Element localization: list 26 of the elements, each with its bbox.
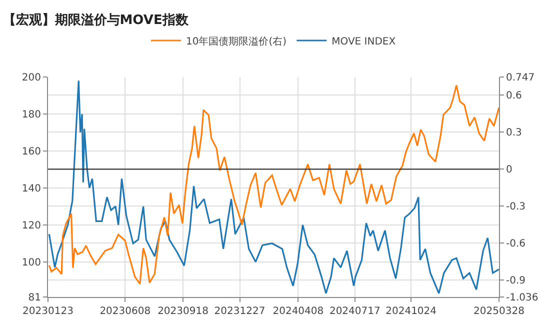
y2-tick-label: 0 [506, 164, 512, 176]
y2-tick-label: 0.6 [506, 90, 522, 102]
x-tick-label: 20230123 [22, 306, 74, 317]
x-tick-label: 20250328 [474, 306, 524, 317]
y-tick-label: 140 [22, 183, 41, 194]
y-tick-label: 81 [28, 292, 41, 304]
y2-tick-label: -0.6 [506, 238, 526, 250]
legend-label: MOVE INDEX [332, 36, 396, 48]
x-tick-label: 20230918 [158, 306, 208, 317]
y-tick-label: 120 [22, 220, 41, 232]
x-tick-label: 20241024 [386, 306, 437, 317]
x-tick-label: 20230608 [100, 306, 151, 317]
x-tick-label: 20240717 [329, 306, 380, 317]
y2-tick-label: -0.3 [506, 202, 526, 213]
y2-tick-label: -0.9 [506, 276, 526, 287]
y-tick-label: 100 [22, 257, 41, 268]
y-tick-label: 180 [22, 109, 41, 120]
y-tick-label: 200 [22, 72, 41, 84]
y2-tick-label: -1.036 [506, 292, 538, 304]
chart-title: 【宏观】期限溢价与MOVE指数 [2, 12, 190, 28]
y2-tick-label: 0.3 [506, 128, 522, 139]
x-tick-label: 20231227 [214, 306, 266, 317]
x-tick-label: 20240408 [272, 306, 324, 317]
y2-tick-label: 0.747 [506, 72, 535, 84]
legend-label: 10年国债期限溢价(右) [186, 35, 287, 48]
y-tick-label: 160 [22, 146, 41, 158]
